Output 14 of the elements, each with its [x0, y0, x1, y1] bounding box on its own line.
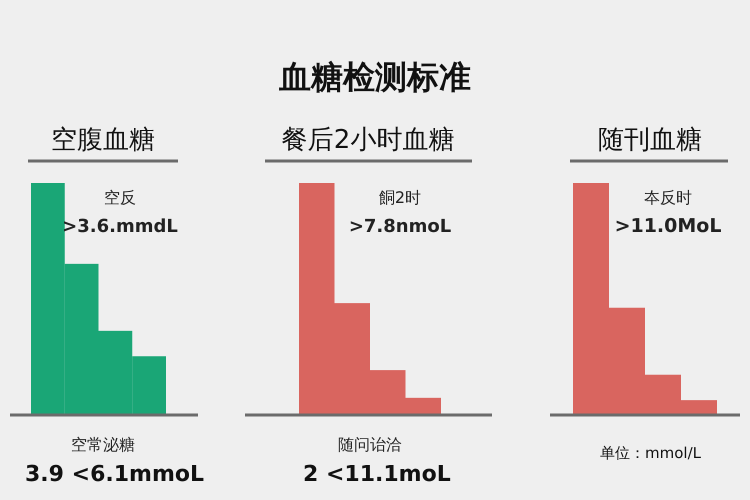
chart-title: 随刊血糖	[598, 125, 702, 155]
text: 2 <11.1moL	[303, 462, 451, 487]
chart-title: 空腹血糖	[51, 125, 155, 155]
annotation: 餇2时	[378, 188, 422, 207]
annotation: 夲反时	[644, 188, 692, 207]
annotation: 空反	[104, 188, 136, 207]
text: 3.9 <6.1mmoL	[25, 462, 204, 487]
chart-title: 餐后2小时血糖	[282, 125, 454, 155]
annotation: >11.0MoL	[614, 215, 722, 237]
text: 空常泌糖	[71, 435, 135, 454]
text: 随问诒洽	[338, 435, 402, 454]
annotation: >7.8nmoL	[348, 216, 452, 237]
text: 血糖检测标准	[278, 58, 471, 96]
text: 单位：mmol/L	[600, 444, 702, 462]
